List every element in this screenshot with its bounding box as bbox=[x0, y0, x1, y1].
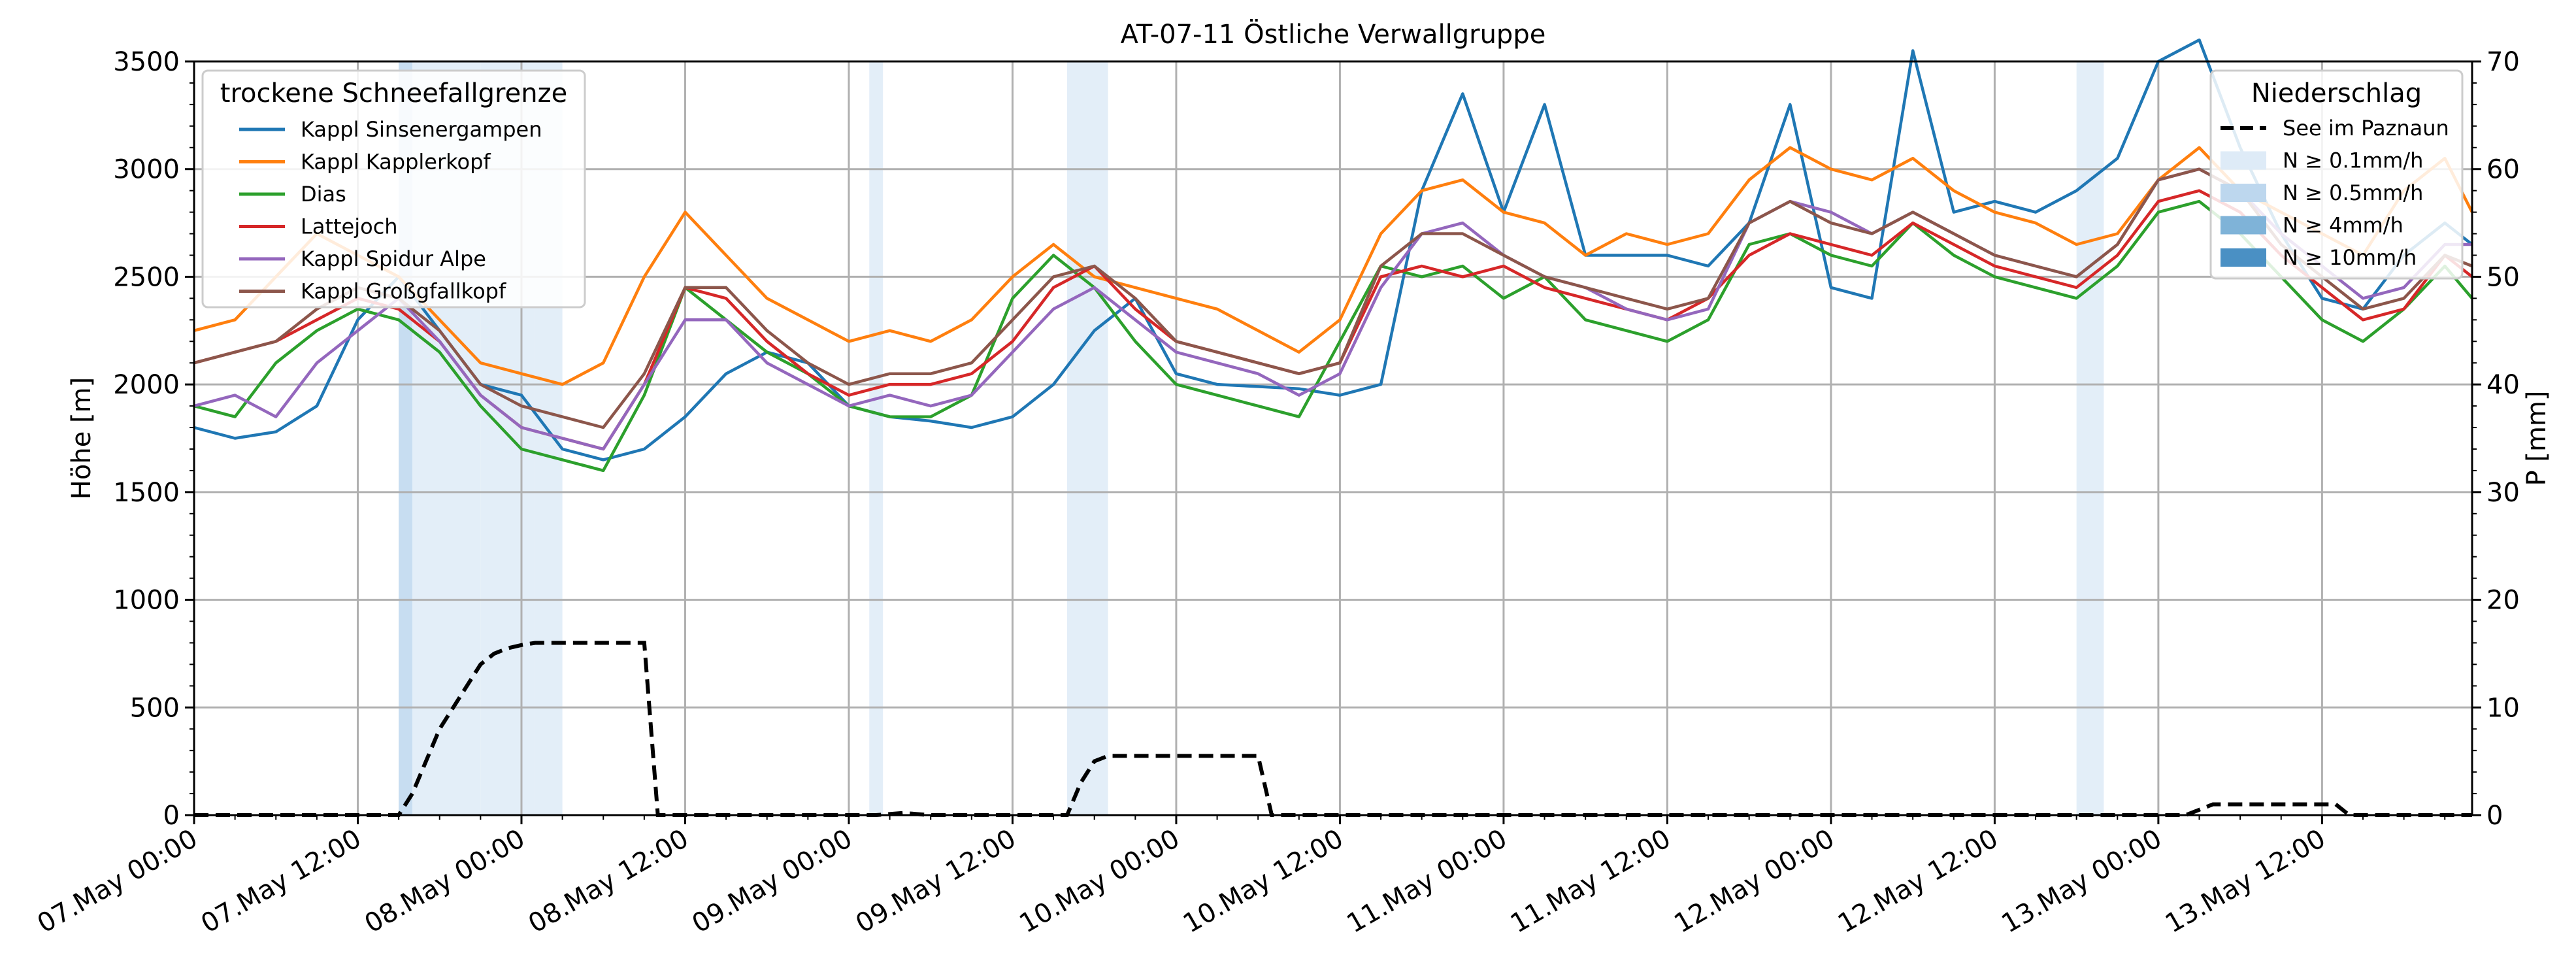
legend-label-2: Dias bbox=[301, 182, 346, 207]
x-tick-label: 07.May 12:00 bbox=[196, 824, 367, 939]
y2-axis-label: P [mm] bbox=[2522, 391, 2552, 486]
y2-tick-label: 70 bbox=[2486, 47, 2520, 77]
y-tick-label: 3000 bbox=[113, 155, 180, 185]
legend-title: trockene Schneefallgrenze bbox=[220, 78, 567, 109]
x-tick-label: 11.May 00:00 bbox=[1342, 824, 1512, 939]
x-tick-label: 09.May 12:00 bbox=[851, 824, 1021, 939]
legend-swatch-band-0 bbox=[2221, 151, 2266, 170]
x-tick-label: 12.May 00:00 bbox=[1669, 824, 1840, 939]
legend-box bbox=[2209, 69, 2464, 280]
x-tick-label: 08.May 12:00 bbox=[523, 824, 694, 939]
x-tick-label: 13.May 00:00 bbox=[1996, 824, 2167, 939]
y2-tick-label: 60 bbox=[2486, 155, 2520, 185]
series-line-5 bbox=[193, 167, 2473, 429]
x-tick-label: 10.May 00:00 bbox=[1014, 824, 1185, 939]
x-tick-label: 09.May 00:00 bbox=[687, 824, 857, 939]
y2-tick-label: 40 bbox=[2486, 370, 2520, 400]
legend-swatch-band-2 bbox=[2221, 216, 2266, 235]
legend-label-1: Kappl Kapplerkopf bbox=[301, 150, 491, 175]
y2-tick-label: 50 bbox=[2486, 262, 2520, 292]
legend-precipitation: Niederschlag See im Paznaun N ≥ 0.1mm/h N ≥… bbox=[2209, 69, 2464, 280]
precip-band-6 bbox=[2076, 61, 2090, 815]
y-axis-label: Höhe [m] bbox=[67, 377, 97, 499]
precip-band-5 bbox=[1066, 61, 1108, 815]
x-tick-label: 13.May 12:00 bbox=[2160, 824, 2331, 939]
y-tick-label: 1000 bbox=[113, 586, 180, 616]
legend-label-band-2: N ≥ 4mm/h bbox=[2283, 213, 2403, 238]
legend-label-5: Kappl Großgfallkopf bbox=[301, 279, 506, 304]
y2-tick-label: 10 bbox=[2486, 693, 2520, 723]
x-tick-label: 10.May 12:00 bbox=[1178, 824, 1349, 939]
chart-title: AT-07-11 Östliche Verwallgruppe bbox=[1121, 18, 1546, 50]
precip-band-4 bbox=[869, 61, 883, 815]
precip-band-7 bbox=[2090, 61, 2104, 815]
legend-label-precip: See im Paznaun bbox=[2283, 116, 2449, 141]
precip-line bbox=[194, 641, 2472, 817]
x-tick-label: 07.May 00:00 bbox=[32, 824, 203, 939]
x-tick-label: 08.May 00:00 bbox=[359, 824, 530, 939]
legend-title: Niederschlag bbox=[2251, 78, 2422, 109]
y2-tick-label: 30 bbox=[2486, 478, 2520, 508]
legend-swatch-band-3 bbox=[2221, 248, 2266, 267]
x-tick-label: 11.May 12:00 bbox=[1506, 824, 1676, 939]
legend-label-0: Kappl Sinsenergampen bbox=[301, 117, 542, 142]
legend-label-band-3: N ≥ 10mm/h bbox=[2283, 245, 2417, 270]
y-tick-label: 2000 bbox=[113, 370, 180, 400]
x-tick-label: 12.May 12:00 bbox=[1833, 824, 2004, 939]
plot-frame bbox=[193, 60, 2473, 816]
y-tick-label: 500 bbox=[130, 693, 180, 723]
y-tick-label: 3500 bbox=[113, 47, 180, 77]
legend-snowfall-line: trockene Schneefallgrenze Kappl Sinsenerg… bbox=[201, 69, 586, 309]
legend-label-4: Kappl Spidur Alpe bbox=[301, 246, 486, 271]
legend-label-3: Lattejoch bbox=[301, 214, 398, 239]
y-tick-label: 2500 bbox=[113, 262, 180, 292]
y2-tick-label: 0 bbox=[2486, 801, 2503, 831]
y2-tick-label: 20 bbox=[2486, 586, 2520, 616]
series-lines bbox=[193, 38, 2474, 817]
legend-swatch-band-1 bbox=[2221, 184, 2266, 202]
y-tick-label: 0 bbox=[163, 801, 180, 831]
series-line-2 bbox=[193, 199, 2473, 473]
series-line-0 bbox=[193, 38, 2473, 461]
y-tick-label: 1500 bbox=[113, 478, 180, 508]
legend-label-band-0: N ≥ 0.1mm/h bbox=[2283, 148, 2423, 173]
series-line-1 bbox=[193, 146, 2474, 386]
legend-box bbox=[201, 69, 586, 309]
legend-label-band-1: N ≥ 0.5mm/h bbox=[2283, 180, 2423, 205]
